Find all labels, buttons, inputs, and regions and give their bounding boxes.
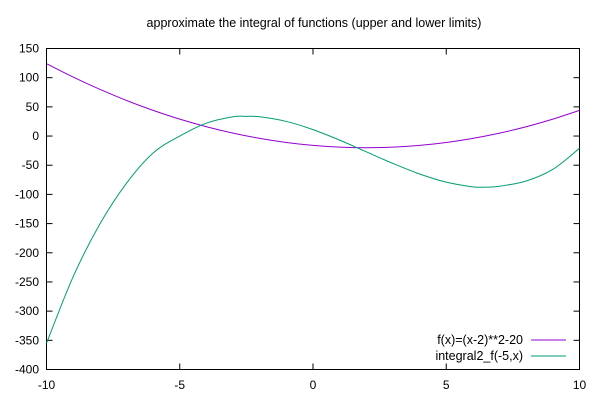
series-line-1 bbox=[46, 63, 580, 149]
y-tick-label: -150 bbox=[15, 217, 39, 231]
y-tick-label: -100 bbox=[15, 187, 39, 201]
y-axis: 150 100 50 0 -50 -100 -150 -200 -250 -300 -350 -400 bbox=[15, 42, 580, 377]
y-tick-label: 50 bbox=[26, 100, 40, 114]
y-tick-label: -50 bbox=[22, 158, 40, 172]
x-tick-label: -5 bbox=[174, 378, 185, 392]
x-tick-label: -10 bbox=[38, 378, 56, 392]
y-tick-label: -300 bbox=[15, 304, 39, 318]
y-tick-label: -400 bbox=[15, 363, 39, 377]
x-tick-label: 10 bbox=[573, 378, 587, 392]
y-tick-label: -250 bbox=[15, 275, 39, 289]
y-tick-label: 100 bbox=[19, 71, 39, 85]
x-tick-label: 5 bbox=[443, 378, 450, 392]
series-layer bbox=[46, 63, 580, 344]
chart-title: approximate the integral of functions (u… bbox=[147, 16, 482, 30]
y-tick-label: -350 bbox=[15, 333, 39, 347]
y-tick-label: -200 bbox=[15, 246, 39, 260]
x-tick-label: 0 bbox=[310, 378, 317, 392]
x-axis: -10 -5 0 5 10 bbox=[38, 48, 587, 392]
y-tick-label: 0 bbox=[32, 129, 39, 143]
legend-label: f(x)=(x-2)**2-20 bbox=[437, 333, 523, 347]
y-tick-label: 150 bbox=[19, 42, 39, 56]
legend-label: integral2_f(-5,x) bbox=[435, 349, 523, 363]
legend: f(x)=(x-2)**2-20 integral2_f(-5,x) bbox=[435, 333, 566, 363]
plot-area-frame bbox=[46, 48, 580, 370]
series-line-2 bbox=[46, 115, 580, 344]
